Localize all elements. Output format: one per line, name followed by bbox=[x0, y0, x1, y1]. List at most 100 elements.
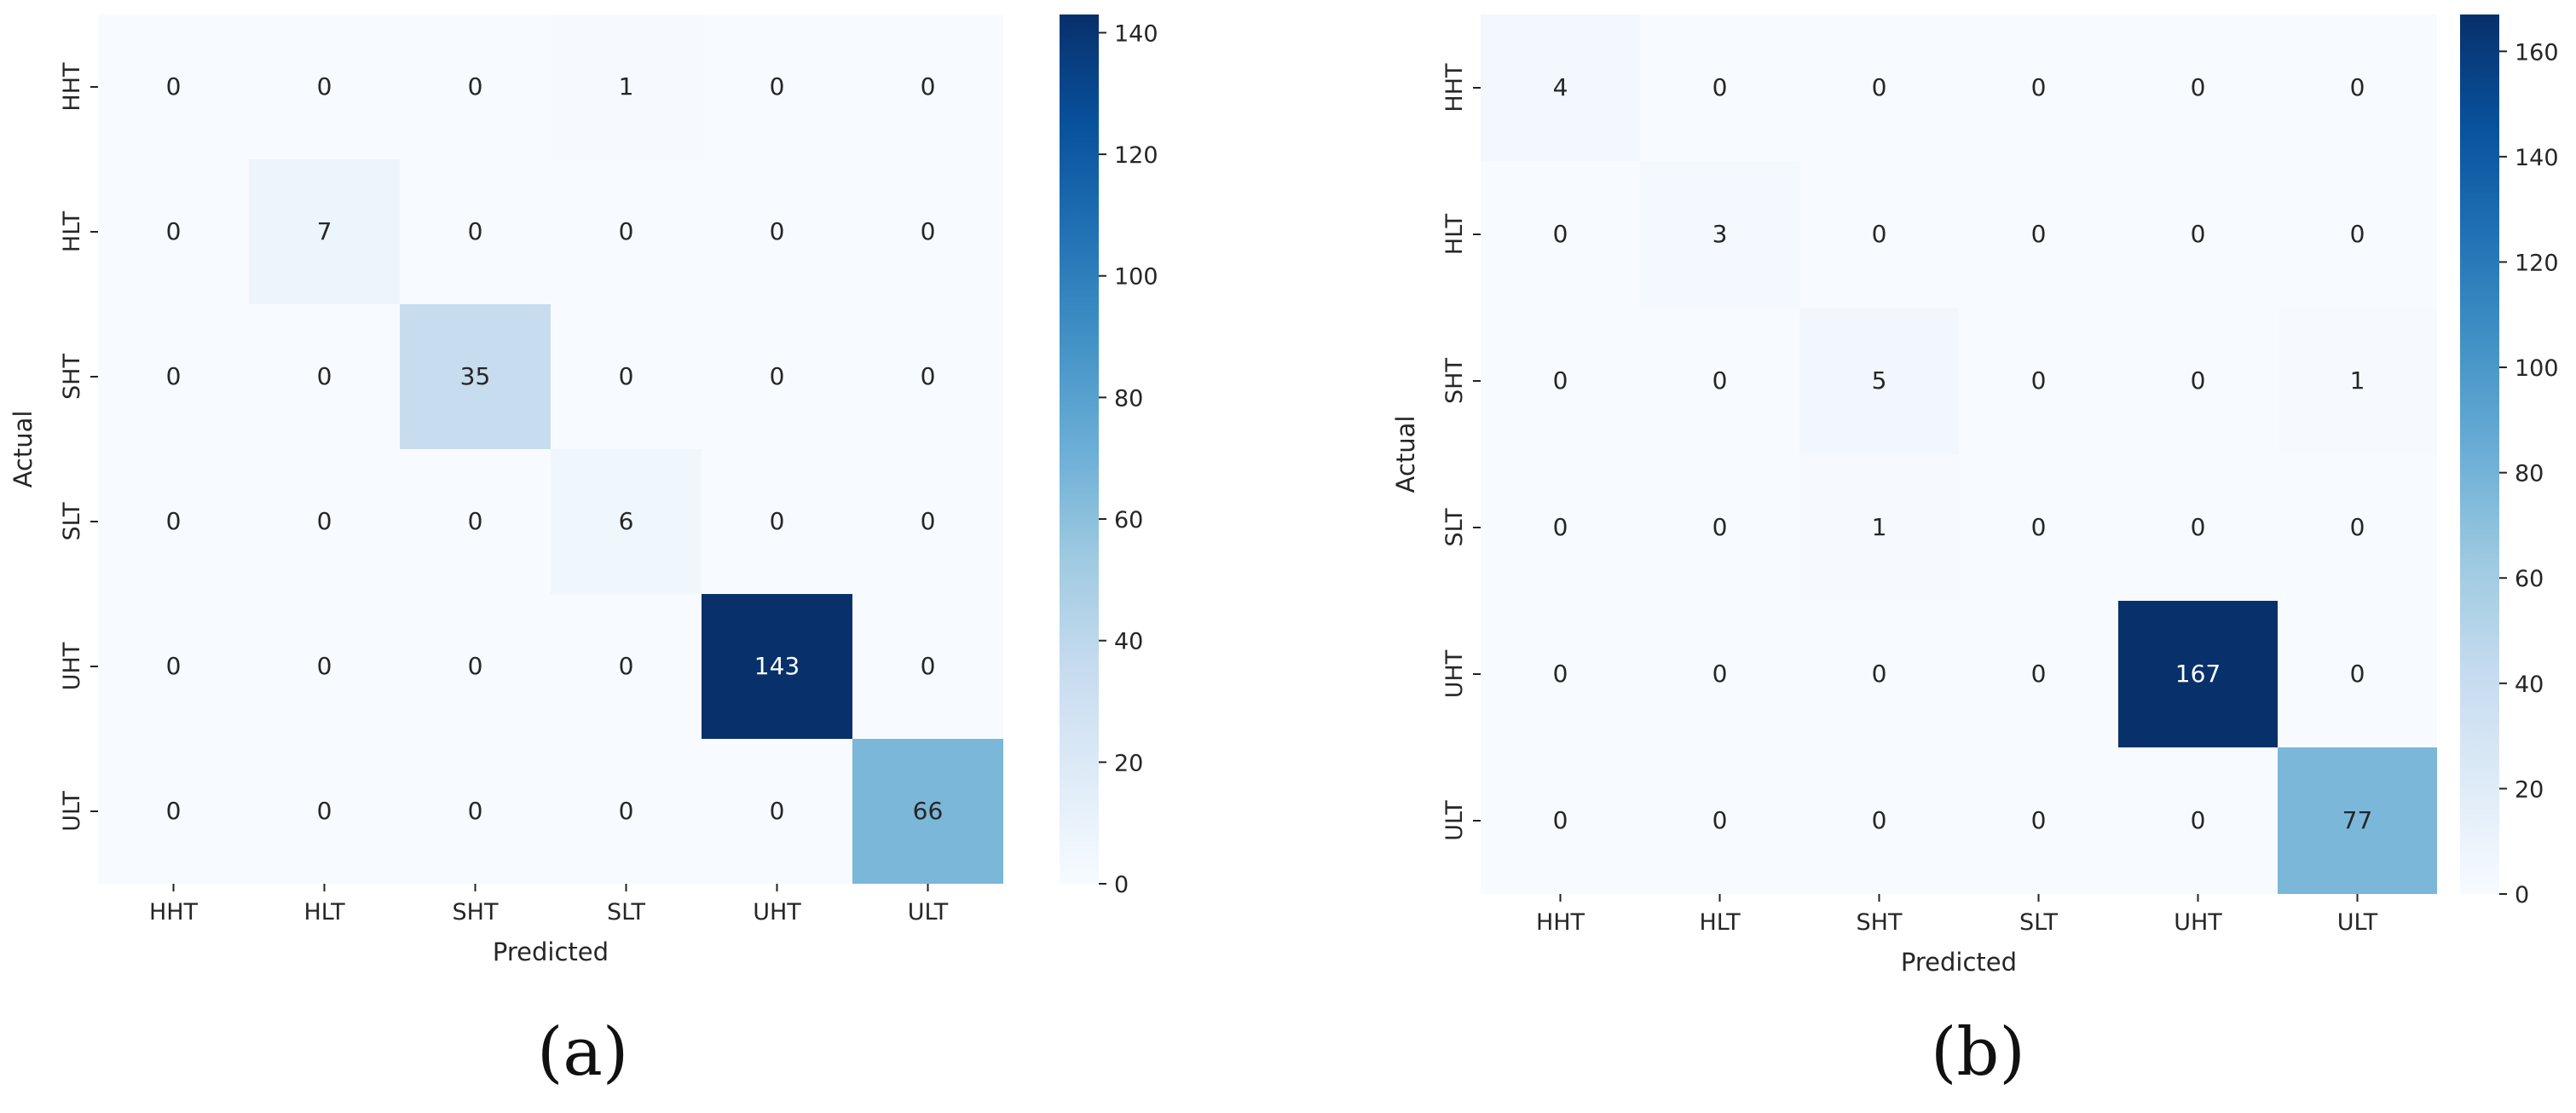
colorbar-tick-label: 120 bbox=[1114, 142, 1158, 169]
x-tick-label: UHT bbox=[2174, 909, 2222, 936]
y-tick-label: SHT bbox=[59, 354, 85, 400]
heatmap-cell bbox=[702, 449, 852, 594]
y-tick-label: UHT bbox=[59, 642, 85, 690]
cell-value-label: 0 bbox=[2350, 660, 2365, 688]
heatmap-cell bbox=[2278, 161, 2437, 308]
heatmap-cell bbox=[551, 304, 702, 449]
heatmap-cell bbox=[2118, 601, 2278, 747]
colorbar-tick-label: 40 bbox=[2515, 672, 2544, 698]
colorbar-tick-label: 80 bbox=[1114, 385, 1143, 412]
cell-value-label: 0 bbox=[921, 362, 936, 390]
heatmap-cell bbox=[2278, 747, 2437, 894]
y-tick-label: SLT bbox=[59, 502, 85, 540]
y-tick-label: ULT bbox=[59, 791, 85, 832]
cell-value-label: 0 bbox=[166, 217, 182, 245]
cell-value-label: 0 bbox=[1553, 220, 1568, 248]
cell-value-label: 5 bbox=[1872, 366, 1887, 395]
y-tick-label: HHT bbox=[1441, 63, 1468, 112]
heatmap-cell bbox=[702, 739, 852, 884]
y-tick-label: HLT bbox=[59, 210, 85, 252]
cell-value-label: 0 bbox=[166, 507, 182, 535]
x-tick-label: HLT bbox=[303, 899, 345, 926]
cell-value-label: 0 bbox=[1872, 73, 1887, 101]
cell-value-label: 0 bbox=[2350, 220, 2365, 248]
cell-value-label: 0 bbox=[921, 507, 936, 535]
cell-value-label: 0 bbox=[921, 652, 936, 680]
x-tick-label: SLT bbox=[607, 899, 645, 926]
heatmap-cell bbox=[852, 159, 1003, 304]
heatmap-cell bbox=[1640, 161, 1799, 308]
x-tick-label: SLT bbox=[2019, 909, 2058, 936]
y-axis-title: Actual bbox=[9, 411, 38, 488]
cell-value-label: 66 bbox=[913, 797, 944, 825]
cell-value-label: 1 bbox=[1872, 513, 1887, 541]
heatmap-cell bbox=[852, 594, 1003, 739]
x-tick-label: ULT bbox=[2337, 909, 2378, 936]
heatmap-cell bbox=[702, 14, 852, 159]
x-axis-title: Predicted bbox=[1901, 948, 2017, 977]
colorbar-tick-label: 0 bbox=[1114, 872, 1129, 898]
cell-value-label: 0 bbox=[619, 362, 634, 390]
panel-b-caption: (b) bbox=[1931, 1014, 2025, 1091]
cell-value-label: 4 bbox=[1553, 73, 1568, 101]
cell-value-label: 0 bbox=[619, 652, 634, 680]
heatmap-cell bbox=[551, 739, 702, 884]
heatmap-cell bbox=[1481, 161, 1640, 308]
cell-value-label: 0 bbox=[468, 797, 483, 825]
heatmap-cell bbox=[551, 449, 702, 594]
heatmap-cell bbox=[702, 304, 852, 449]
heatmap-cell bbox=[249, 14, 400, 159]
heatmap-cell bbox=[702, 594, 852, 739]
cell-value-label: 0 bbox=[1713, 366, 1728, 395]
cell-value-label: 1 bbox=[2350, 366, 2365, 395]
cell-value-label: 0 bbox=[166, 362, 182, 390]
cell-value-label: 0 bbox=[2031, 513, 2047, 541]
panel-a-caption: (a) bbox=[537, 1014, 629, 1091]
cell-value-label: 3 bbox=[1713, 220, 1728, 248]
colorbar-tick-label: 100 bbox=[1114, 264, 1158, 291]
cell-value-label: 0 bbox=[468, 507, 483, 535]
cell-value-label: 7 bbox=[317, 217, 332, 245]
heatmap-cell bbox=[1640, 747, 1799, 894]
heatmap-cell bbox=[98, 739, 249, 884]
cell-value-label: 0 bbox=[1713, 660, 1728, 688]
cell-value-label: 0 bbox=[2191, 513, 2206, 541]
heatmap-cell bbox=[1640, 14, 1799, 161]
heatmap-cell bbox=[400, 304, 551, 449]
colorbar-tick-label: 140 bbox=[1114, 20, 1158, 47]
cell-value-label: 0 bbox=[770, 797, 785, 825]
heatmap-cell bbox=[2118, 161, 2278, 308]
cell-value-label: 0 bbox=[317, 797, 332, 825]
cell-value-label: 0 bbox=[1713, 73, 1728, 101]
cell-value-label: 0 bbox=[2031, 806, 2047, 834]
heatmap-cell bbox=[1481, 747, 1640, 894]
heatmap-cell bbox=[98, 14, 249, 159]
cell-value-label: 0 bbox=[2031, 660, 2047, 688]
colorbar-tick-label: 120 bbox=[2515, 250, 2559, 276]
x-tick-label: HHT bbox=[1536, 909, 1585, 936]
heatmap-cell bbox=[400, 159, 551, 304]
cell-value-label: 0 bbox=[619, 217, 634, 245]
heatmap-cell bbox=[1799, 161, 1959, 308]
cell-value-label: 0 bbox=[468, 217, 483, 245]
cell-value-label: 0 bbox=[317, 72, 332, 101]
heatmap-cell bbox=[400, 594, 551, 739]
cell-value-label: 0 bbox=[468, 72, 483, 101]
colorbar-tick-label: 40 bbox=[1114, 629, 1143, 655]
cell-value-label: 0 bbox=[317, 652, 332, 680]
heatmap-cell bbox=[2278, 454, 2437, 601]
heatmap-cell bbox=[1959, 747, 2118, 894]
y-tick-label: SLT bbox=[1441, 508, 1468, 546]
cell-value-label: 0 bbox=[921, 217, 936, 245]
cell-value-label: 0 bbox=[1553, 806, 1568, 834]
heatmap-cell bbox=[2278, 308, 2437, 454]
heatmap-cell bbox=[1640, 601, 1799, 747]
x-tick-label: UHT bbox=[753, 899, 801, 926]
cell-value-label: 0 bbox=[317, 507, 332, 535]
y-tick-label: UHT bbox=[1441, 649, 1468, 698]
cell-value-label: 0 bbox=[770, 507, 785, 535]
cell-value-label: 0 bbox=[1872, 806, 1887, 834]
x-tick-label: SHT bbox=[1857, 909, 1903, 936]
heatmap-cell bbox=[702, 159, 852, 304]
